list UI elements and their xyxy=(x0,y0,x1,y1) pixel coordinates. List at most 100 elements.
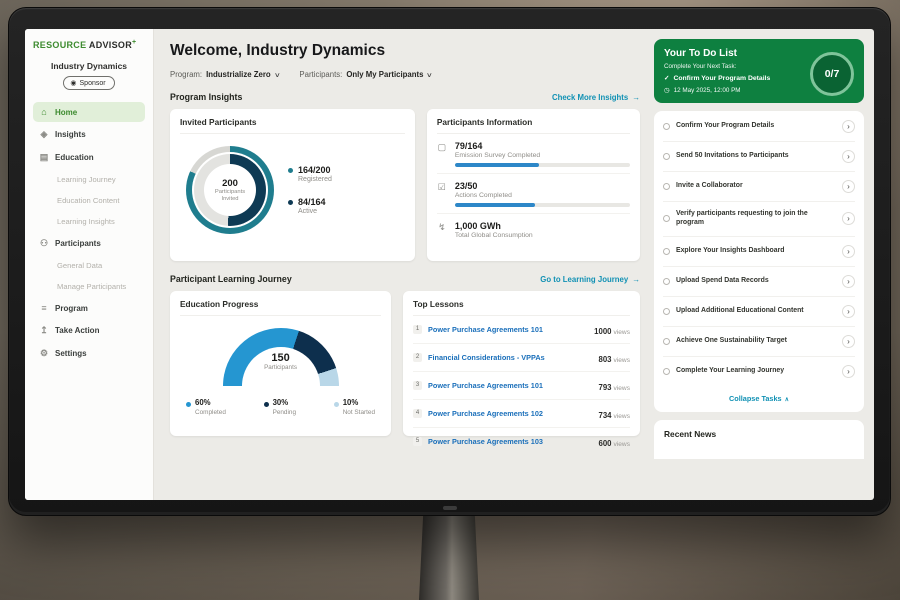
logo-primary: RESOURCE xyxy=(33,40,87,50)
stat-value: 23/50 xyxy=(454,181,478,191)
legend-pct: 10% xyxy=(342,398,359,407)
education-legend: 60% Completed 30% Pending xyxy=(180,398,381,416)
education-gauge-chart[interactable]: 150 Participants xyxy=(222,328,339,386)
sidebar-nav: ⌂ Home ◈ Insights ▤ Education Learning J… xyxy=(33,102,145,364)
chevron-right-icon[interactable]: › xyxy=(842,120,855,133)
take-action-icon: ↥ xyxy=(40,325,48,335)
todo-item-explore-insights[interactable]: Explore Your Insights Dashboard › xyxy=(663,237,855,267)
sidebar-item-home[interactable]: ⌂ Home xyxy=(33,102,145,122)
sponsor-badge-label: Sponsor xyxy=(79,79,106,87)
stat-value: 1,000 GWh xyxy=(454,221,501,231)
sidebar-item-learning-journey[interactable]: Learning Journey xyxy=(57,175,116,184)
sidebar: RESOURCE ADVISOR+ Industry Dynamics ◉ Sp… xyxy=(25,29,154,500)
chevron-right-icon[interactable]: › xyxy=(842,304,855,318)
progress-bar-track xyxy=(454,203,630,207)
todo-item-upload-spend-data[interactable]: Upload Spend Data Records › xyxy=(663,267,855,297)
checkbox-icon[interactable] xyxy=(663,215,670,223)
sidebar-item-settings[interactable]: ⚙ Settings xyxy=(33,343,145,364)
lesson-link[interactable]: Power Purchase Agreements 102 xyxy=(428,409,543,418)
link-label: Check More Insights xyxy=(551,92,629,102)
sponsor-badge[interactable]: ◉ Sponsor xyxy=(63,76,115,90)
lesson-views: 793 xyxy=(598,382,612,392)
todo-item-label: Send 50 Invitations to Participants xyxy=(676,152,789,160)
card-title: Education Progress xyxy=(180,299,382,316)
checkbox-icon[interactable] xyxy=(663,337,670,345)
checkbox-icon[interactable] xyxy=(663,247,670,255)
chevron-right-icon[interactable]: › xyxy=(842,212,855,226)
invited-legend: 164/200 Registered 84/164 Active xyxy=(288,165,332,215)
checkbox-icon[interactable] xyxy=(663,153,670,160)
todo-item-verify-participants[interactable]: Verify participants requesting to join t… xyxy=(663,202,855,237)
gauge-center-value: 150 xyxy=(271,352,290,364)
todo-item-upload-educational-content[interactable]: Upload Additional Educational Content › xyxy=(663,297,855,327)
sidebar-item-label: Program xyxy=(55,303,88,313)
insights-icon: ◈ xyxy=(40,129,48,139)
lesson-views-label: views xyxy=(613,412,631,420)
chevron-down-icon: ∨ xyxy=(273,71,281,79)
sidebar-item-label: Education xyxy=(55,153,94,162)
lesson-rank: 1 xyxy=(413,325,423,334)
participants-filter[interactable]: Participants: Only My Participants ∨ xyxy=(299,70,433,79)
sidebar-item-program[interactable]: ≡ Program xyxy=(33,298,145,318)
go-to-learning-journey-link[interactable]: Go to Learning Journey → xyxy=(540,275,640,284)
todo-title: Your To Do List xyxy=(664,48,737,59)
todo-item-achieve-target[interactable]: Achieve One Sustainability Target › xyxy=(663,327,855,357)
lesson-link[interactable]: Power Purchase Agreements 101 xyxy=(428,381,543,390)
todo-item-send-invitations[interactable]: Send 50 Invitations to Participants › xyxy=(663,142,855,172)
checkbox-icon[interactable] xyxy=(663,183,670,190)
stat-label: Total Global Consumption xyxy=(454,232,533,239)
stat-value: 79/164 xyxy=(454,141,483,151)
todo-item-confirm-program[interactable]: Confirm Your Program Details › xyxy=(663,112,855,142)
program-filter[interactable]: Program: Industrialize Zero ∨ xyxy=(170,70,281,79)
check-more-insights-link[interactable]: Check More Insights → xyxy=(552,93,640,102)
checkbox-icon[interactable] xyxy=(663,367,670,375)
checkbox-icon[interactable] xyxy=(663,277,670,285)
invited-participants-card: Invited Participants 200 Participants In… xyxy=(170,109,415,261)
chevron-right-icon[interactable]: › xyxy=(842,180,855,193)
todo-item-complete-journey[interactable]: Complete Your Learning Journey › xyxy=(663,357,855,386)
lesson-link[interactable]: Power Purchase Agreements 101 xyxy=(428,325,543,334)
todo-item-invite-collaborator[interactable]: Invite a Collaborator › xyxy=(663,172,855,202)
legend-item-active: 84/164 Active xyxy=(288,197,332,215)
invited-center-label: Invited xyxy=(221,195,239,202)
main-content: Welcome, Industry Dynamics Program: Indu… xyxy=(154,29,652,500)
chevron-right-icon[interactable]: › xyxy=(842,364,855,378)
legend-value: 84/164 xyxy=(298,197,326,207)
card-title: Invited Participants xyxy=(180,117,405,134)
invited-donut-chart[interactable]: 200 Participants Invited xyxy=(186,146,274,234)
app-logo[interactable]: RESOURCE ADVISOR+ xyxy=(33,39,145,50)
chevron-right-icon[interactable]: › xyxy=(842,150,855,163)
sidebar-item-learning-insights[interactable]: Learning Insights xyxy=(57,217,115,226)
chevron-right-icon[interactable]: › xyxy=(842,244,855,258)
sidebar-item-take-action[interactable]: ↥ Take Action xyxy=(33,320,145,341)
clock-icon: ◷ xyxy=(664,87,670,94)
checkbox-icon[interactable] xyxy=(663,307,670,315)
legend-item-completed: 60% Completed xyxy=(186,398,226,416)
lesson-views-label: views xyxy=(613,356,631,364)
sidebar-item-label: Insights xyxy=(55,130,86,139)
invited-legend-dot xyxy=(288,168,293,173)
lesson-rank: 2 xyxy=(413,353,423,362)
todo-next-task[interactable]: ✓ Confirm Your Program Details xyxy=(664,74,854,83)
sidebar-item-general-data[interactable]: General Data xyxy=(57,261,103,270)
lesson-link[interactable]: Power Purchase Agreements 103 xyxy=(428,437,543,446)
chevron-right-icon[interactable]: › xyxy=(842,274,855,288)
chevron-right-icon[interactable]: › xyxy=(842,334,855,348)
sidebar-item-label: Take Action xyxy=(55,326,100,335)
checkbox-icon[interactable] xyxy=(663,123,670,130)
lesson-views-label: views xyxy=(613,328,631,336)
sidebar-item-education-content[interactable]: Education Content xyxy=(57,196,120,205)
collapse-tasks-link[interactable]: Collapse Tasks ∧ xyxy=(663,386,855,412)
sidebar-item-education[interactable]: ▤ Education xyxy=(33,147,145,168)
sidebar-item-manage-participants[interactable]: Manage Participants xyxy=(57,282,127,291)
check-icon: ✓ xyxy=(664,75,670,82)
sidebar-item-insights[interactable]: ◈ Insights xyxy=(33,124,145,145)
participants-filter-label: Participants: xyxy=(299,70,343,79)
recent-news-header[interactable]: Recent News xyxy=(654,419,864,459)
page-title: Welcome, Industry Dynamics xyxy=(170,42,386,59)
lesson-link[interactable]: Financial Considerations - VPPAs xyxy=(428,353,545,362)
sidebar-item-participants[interactable]: ⚇ Participants xyxy=(33,233,145,254)
legend-item-not-started: 10% Not Started xyxy=(333,398,375,416)
insights-cards-row: Invited Participants 200 Participants In… xyxy=(170,109,640,261)
